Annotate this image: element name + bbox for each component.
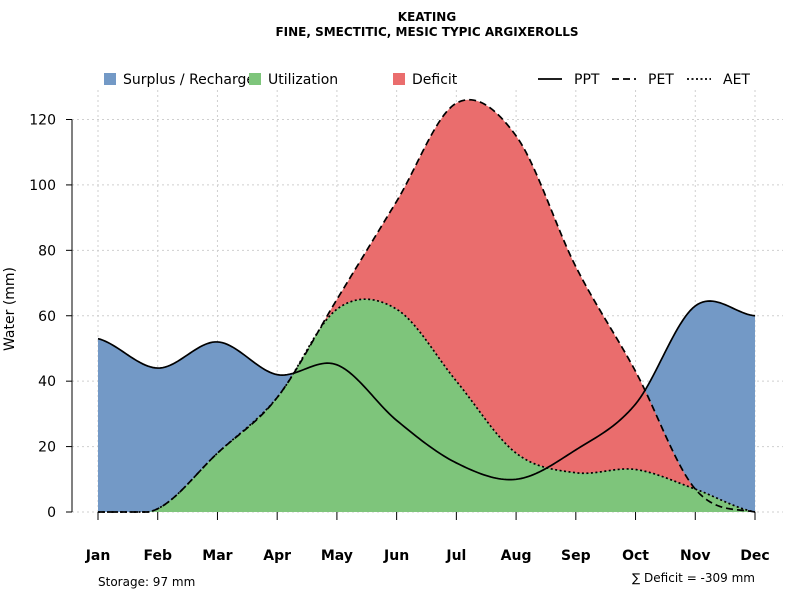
legend-label-pet: PET <box>648 72 674 88</box>
y-tick-label-40: 40 <box>38 374 56 390</box>
y-axis-label: Water (mm) <box>2 267 18 351</box>
chart-subtitle: FINE, SMECTITIC, MESIC TYPIC ARGIXEROLLS <box>275 25 578 39</box>
y-tick-label-100: 100 <box>29 178 56 194</box>
x-tick-label-may: May <box>321 548 353 564</box>
chart-title: KEATING <box>398 10 456 24</box>
legend-label-surplus-recharge: Surplus / Recharge <box>123 72 255 88</box>
x-tick-label-mar: Mar <box>202 548 232 564</box>
y-tick-label-20: 20 <box>38 440 56 456</box>
x-tick-label-jan: Jan <box>85 548 111 564</box>
x-tick-label-apr: Apr <box>263 548 291 564</box>
storage-note: Storage: 97 mm <box>98 575 195 589</box>
pet-line <box>97 98 756 513</box>
x-tick-label-jun: Jun <box>383 548 409 564</box>
line-layer <box>97 98 756 513</box>
legend-swatch-surplus-recharge <box>104 73 116 85</box>
y-tick-label-80: 80 <box>38 243 56 259</box>
legend-label-aet: AET <box>723 72 750 88</box>
legend-swatch-utilization <box>249 73 261 85</box>
x-tick-label-sep: Sep <box>561 548 591 564</box>
aet-line <box>97 298 756 513</box>
deficit-area <box>98 99 755 512</box>
legend: Surplus / Recharge Utilization Deficit PPT P… <box>104 72 750 88</box>
x-tick-label-nov: Nov <box>680 548 710 564</box>
x-tick-label-feb: Feb <box>143 548 172 564</box>
legend-swatch-deficit <box>393 73 405 85</box>
legend-label-ppt: PPT <box>574 72 600 88</box>
x-tick-label-dec: Dec <box>740 548 769 564</box>
y-tick-label-0: 0 <box>47 505 56 521</box>
axes: 0 20 40 60 80 100 120 Jan Feb Mar Apr May Jun Jul Aug S… <box>29 113 769 565</box>
x-tick-label-oct: Oct <box>622 548 649 564</box>
area-layer <box>98 99 755 512</box>
y-tick-label-60: 60 <box>38 309 56 325</box>
y-tick-label-120: 120 <box>29 113 56 129</box>
x-tick-label-jul: Jul <box>445 548 466 564</box>
legend-label-utilization: Utilization <box>268 72 338 88</box>
legend-label-deficit: Deficit <box>412 72 458 88</box>
utilization-area <box>98 299 755 512</box>
x-tick-label-aug: Aug <box>501 548 532 564</box>
deficit-note: ∑ Deficit = -309 mm <box>632 571 755 585</box>
